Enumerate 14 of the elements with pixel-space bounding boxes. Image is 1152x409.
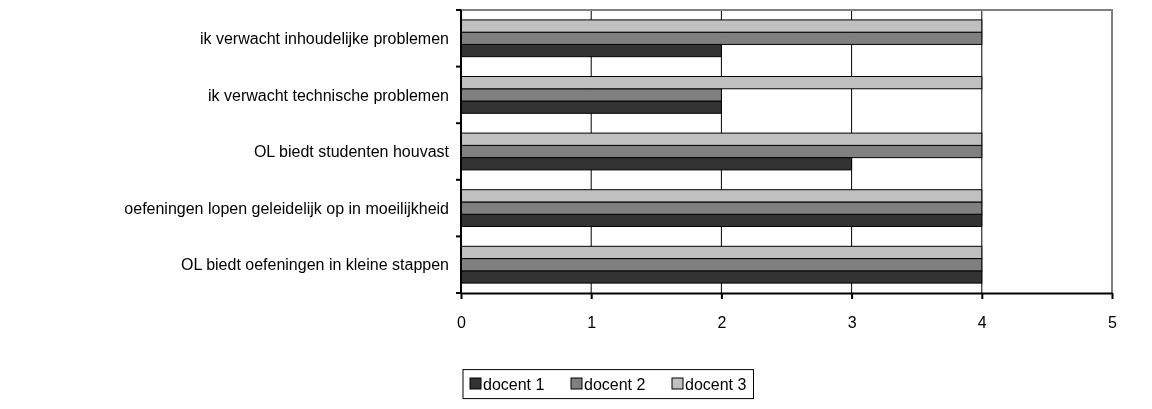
- x-tick-label: 0: [457, 313, 467, 331]
- y-tick-label: ik verwacht inhoudelijke problemen: [199, 29, 449, 47]
- x-tick-label: 1: [587, 313, 597, 331]
- legend-label: docent 1: [483, 375, 545, 393]
- legend-label: docent 3: [685, 375, 747, 393]
- x-tick-label: 5: [1108, 313, 1118, 331]
- y-tick-label: OL biedt studenten houvast: [253, 143, 450, 161]
- y-tick-label: oefeningen lopen geleidelijk op in moeilijkheid: [124, 199, 449, 217]
- y-tick-label: OL biedt oefeningen in kleine stappen: [180, 256, 449, 274]
- legend-label: docent 2: [584, 375, 646, 393]
- x-tick-label: 3: [847, 313, 857, 331]
- x-tick-label: 2: [717, 313, 727, 331]
- x-tick-label: 4: [977, 313, 987, 331]
- y-tick-label: ik verwacht technische problemen: [207, 86, 449, 104]
